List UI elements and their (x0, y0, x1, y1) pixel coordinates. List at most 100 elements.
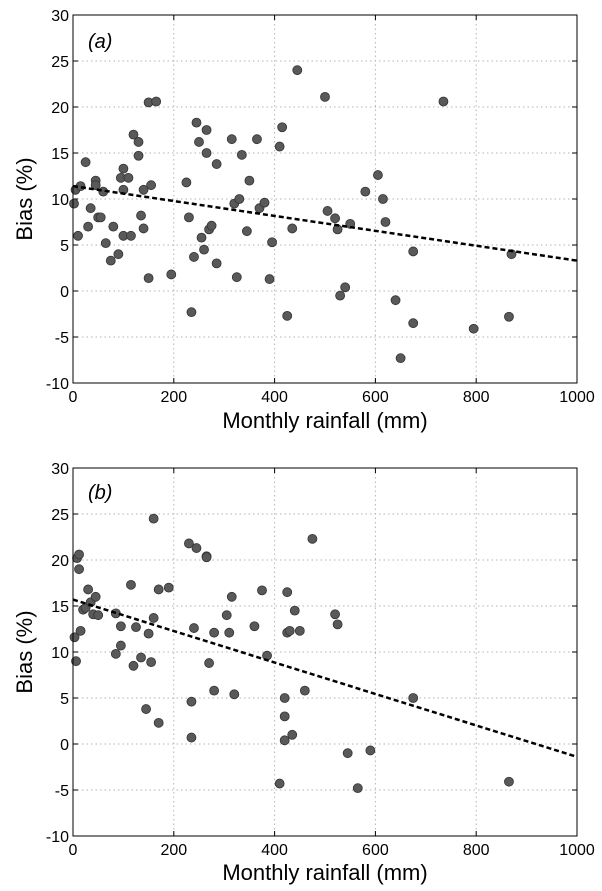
y-tick-label: 10 (51, 192, 69, 209)
data-point (189, 252, 199, 262)
data-point (287, 729, 298, 740)
data-point (110, 648, 121, 659)
data-point (118, 163, 129, 174)
data-point (73, 230, 83, 241)
data-point (234, 194, 245, 204)
data-point (163, 582, 174, 593)
trend-line (72, 598, 578, 759)
data-point (196, 232, 207, 243)
data-point (259, 197, 270, 208)
y-tick-label: 0 (60, 737, 69, 754)
data-point (221, 610, 232, 621)
data-point (133, 137, 144, 147)
x-axis-label: Monthly rainfall (mm) (222, 860, 427, 885)
data-point (199, 244, 209, 255)
y-axis-label: Bias (%) (12, 610, 37, 693)
data-point (138, 184, 149, 195)
data-point (504, 776, 514, 787)
data-point (274, 141, 285, 152)
x-tick-label: 200 (160, 389, 187, 406)
data-point (128, 660, 139, 671)
data-point (166, 269, 177, 280)
y-tick-label: 20 (51, 553, 69, 570)
data-point (201, 125, 212, 135)
y-tick-label: 5 (60, 238, 69, 255)
panel-label: (a) (88, 31, 112, 53)
data-point (352, 783, 363, 794)
x-tick-label: 600 (362, 842, 389, 859)
data-point (224, 627, 235, 638)
data-point (244, 175, 255, 186)
data-point (115, 640, 126, 651)
data-point (80, 157, 91, 168)
panel-b: 0 200 400 600 800 1000 -10 -5 0 5 10 15 20 25 30 (b) Mon… (12, 461, 595, 885)
data-point (373, 170, 383, 180)
data-point (141, 704, 151, 714)
data-point (330, 213, 340, 224)
y-tick-label: -5 (55, 783, 69, 800)
data-point (189, 623, 199, 633)
data-point (226, 591, 237, 602)
data-point (123, 172, 134, 183)
x-tick-label: 1000 (559, 842, 595, 859)
data-point (365, 745, 376, 756)
data-point (292, 65, 303, 76)
data-point (231, 272, 242, 283)
data-point (395, 353, 406, 364)
data-point (136, 652, 146, 663)
data-point (267, 237, 277, 248)
data-point (201, 148, 212, 158)
data-point (126, 230, 136, 241)
y-tick-label: 15 (51, 599, 69, 616)
data-point (438, 96, 449, 107)
data-point (194, 137, 204, 147)
data-point (282, 587, 293, 598)
data-point (153, 584, 164, 595)
x-tick-label: 0 (69, 389, 78, 406)
data-point (133, 150, 144, 161)
data-point (274, 778, 285, 789)
y-tick-label: 10 (51, 645, 69, 662)
data-point (113, 249, 124, 260)
data-point (191, 543, 202, 553)
data-point (294, 625, 305, 636)
data-point (138, 223, 149, 234)
data-point (204, 658, 214, 668)
data-point (209, 685, 220, 696)
data-point (289, 605, 300, 616)
data-point (184, 538, 194, 549)
data-point (95, 212, 106, 223)
x-tick-label: 800 (463, 389, 490, 406)
data-point (468, 323, 479, 334)
data-point (332, 619, 343, 630)
data-point (85, 203, 96, 214)
data-point (143, 628, 154, 639)
data-point (226, 134, 237, 145)
data-point (335, 290, 346, 301)
plot-frame (72, 14, 578, 384)
data-point (504, 311, 514, 322)
data-point (211, 159, 222, 169)
data-point (284, 625, 295, 636)
data-point (360, 186, 371, 197)
data-point (241, 226, 252, 237)
data-point (252, 134, 262, 145)
data-point (69, 632, 80, 643)
x-tick-label: 400 (261, 389, 288, 406)
y-tick-label: 25 (51, 54, 69, 71)
data-point (143, 273, 154, 284)
data-point (108, 221, 119, 232)
data-point (100, 238, 111, 249)
data-point (115, 621, 126, 632)
data-point (257, 585, 267, 596)
y-tick-label: 0 (60, 284, 69, 301)
data-point (83, 584, 94, 595)
data-point (408, 693, 419, 703)
data-point (206, 220, 217, 231)
data-point (93, 610, 104, 621)
data-point (209, 627, 220, 638)
y-tick-label: 15 (51, 146, 69, 163)
data-point (74, 549, 84, 560)
data-point (342, 748, 353, 759)
